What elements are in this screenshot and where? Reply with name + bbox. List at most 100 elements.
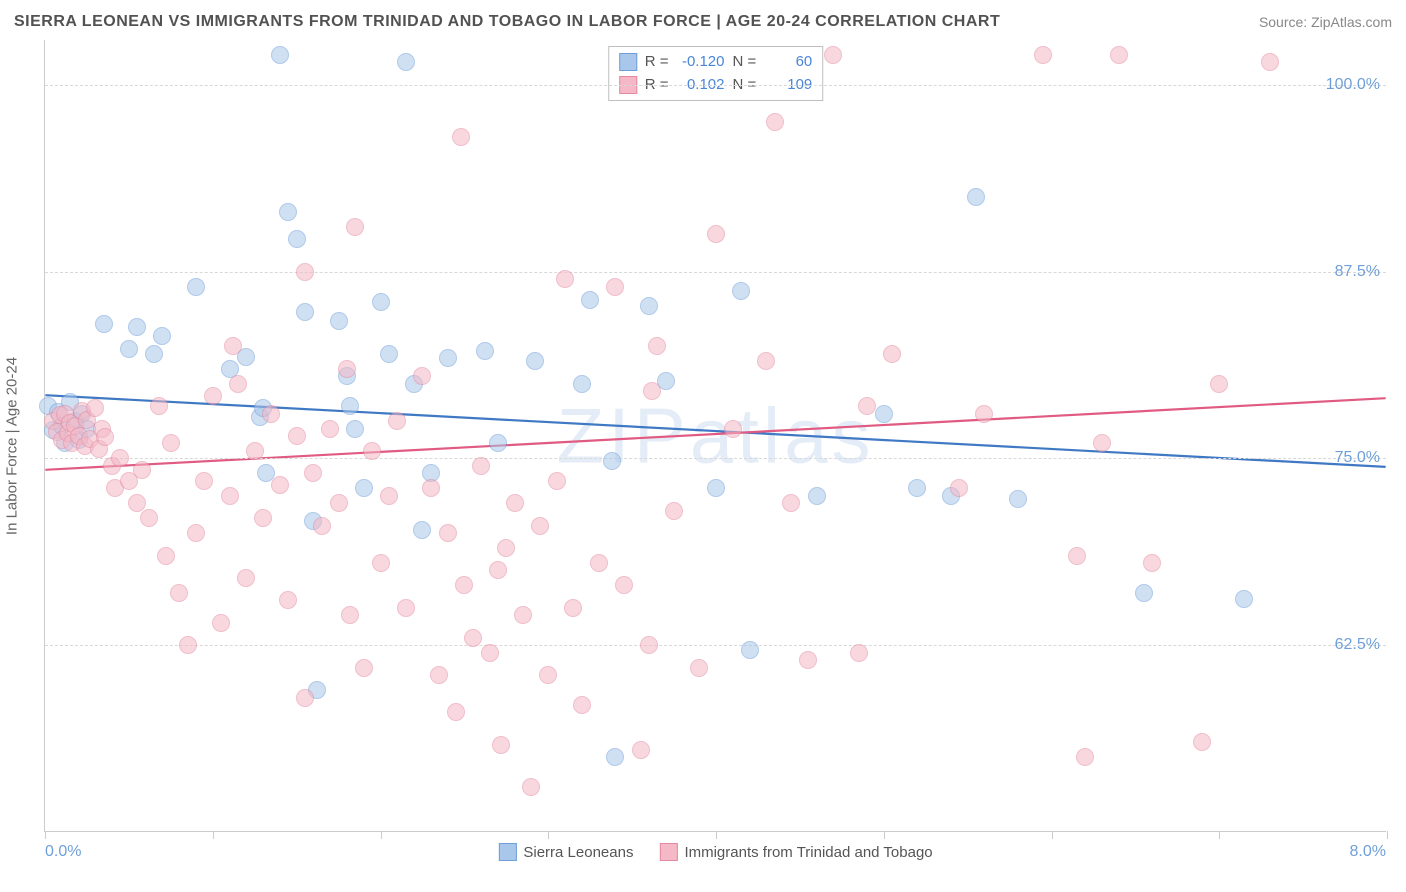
data-point (439, 349, 457, 367)
data-point (531, 517, 549, 535)
stats-box: R =-0.120N =60R =0.102N =109 (608, 46, 824, 101)
data-point (665, 502, 683, 520)
data-point (271, 476, 289, 494)
data-point (363, 442, 381, 460)
data-point (246, 442, 264, 460)
data-point (1110, 46, 1128, 64)
data-point (413, 521, 431, 539)
data-point (133, 461, 151, 479)
data-point (1009, 490, 1027, 508)
stats-n-label: N = (733, 51, 757, 74)
data-point (757, 352, 775, 370)
stats-row: R =-0.120N =60 (619, 51, 813, 74)
data-point (766, 113, 784, 131)
legend-item: Sierra Leoneans (498, 843, 633, 861)
legend-swatch (619, 53, 637, 71)
data-point (950, 479, 968, 497)
data-point (296, 689, 314, 707)
data-point (262, 405, 280, 423)
data-point (732, 282, 750, 300)
watermark: ZIPatlas (556, 390, 874, 481)
data-point (808, 487, 826, 505)
data-point (413, 367, 431, 385)
data-point (455, 576, 473, 594)
data-point (204, 387, 222, 405)
data-point (254, 509, 272, 527)
data-point (212, 614, 230, 632)
data-point (497, 539, 515, 557)
data-point (140, 509, 158, 527)
data-point (341, 606, 359, 624)
data-point (858, 397, 876, 415)
data-point (355, 659, 373, 677)
data-point (514, 606, 532, 624)
data-point (724, 420, 742, 438)
data-point (640, 297, 658, 315)
data-point (150, 397, 168, 415)
data-point (883, 345, 901, 363)
y-axis-title: In Labor Force | Age 20-24 (4, 357, 21, 535)
data-point (1068, 547, 1086, 565)
x-tick (45, 831, 46, 839)
legend-item: Immigrants from Trinidad and Tobago (659, 843, 932, 861)
data-point (187, 278, 205, 296)
x-max-label: 8.0% (1350, 843, 1386, 861)
x-tick (1387, 831, 1388, 839)
data-point (321, 420, 339, 438)
data-point (304, 464, 322, 482)
data-point (850, 644, 868, 662)
data-point (590, 554, 608, 572)
data-point (1143, 554, 1161, 572)
x-tick (1052, 831, 1053, 839)
data-point (581, 291, 599, 309)
data-point (492, 736, 510, 754)
data-point (279, 591, 297, 609)
data-point (1135, 584, 1153, 602)
data-point (95, 315, 113, 333)
grid-line (45, 458, 1386, 459)
data-point (690, 659, 708, 677)
data-point (1093, 434, 1111, 452)
data-point (221, 487, 239, 505)
data-point (476, 342, 494, 360)
data-point (548, 472, 566, 490)
data-point (338, 360, 356, 378)
data-point (967, 188, 985, 206)
data-point (288, 427, 306, 445)
data-point (187, 524, 205, 542)
data-point (162, 434, 180, 452)
data-point (430, 666, 448, 684)
y-tick-label: 75.0% (1335, 449, 1380, 467)
data-point (397, 53, 415, 71)
data-point (489, 434, 507, 452)
legend-swatch (498, 843, 516, 861)
data-point (564, 599, 582, 617)
x-min-label: 0.0% (45, 843, 81, 861)
legend: Sierra Leoneans Immigrants from Trinidad … (498, 843, 932, 861)
data-point (1210, 375, 1228, 393)
data-point (606, 278, 624, 296)
data-point (489, 561, 507, 579)
data-point (355, 479, 373, 497)
data-point (975, 405, 993, 423)
legend-label: Immigrants from Trinidad and Tobago (684, 844, 932, 861)
data-point (1193, 733, 1211, 751)
data-point (573, 696, 591, 714)
data-point (380, 487, 398, 505)
y-tick-label: 62.5% (1335, 636, 1380, 654)
data-point (875, 405, 893, 423)
data-point (615, 576, 633, 594)
data-point (229, 375, 247, 393)
x-tick (548, 831, 549, 839)
data-point (145, 345, 163, 363)
data-point (330, 312, 348, 330)
data-point (1034, 46, 1052, 64)
chart-title: SIERRA LEONEAN VS IMMIGRANTS FROM TRINID… (14, 13, 1000, 31)
y-tick-label: 87.5% (1335, 263, 1380, 281)
data-point (464, 629, 482, 647)
data-point (157, 547, 175, 565)
data-point (603, 452, 621, 470)
x-tick (213, 831, 214, 839)
data-point (296, 303, 314, 321)
data-point (346, 218, 364, 236)
